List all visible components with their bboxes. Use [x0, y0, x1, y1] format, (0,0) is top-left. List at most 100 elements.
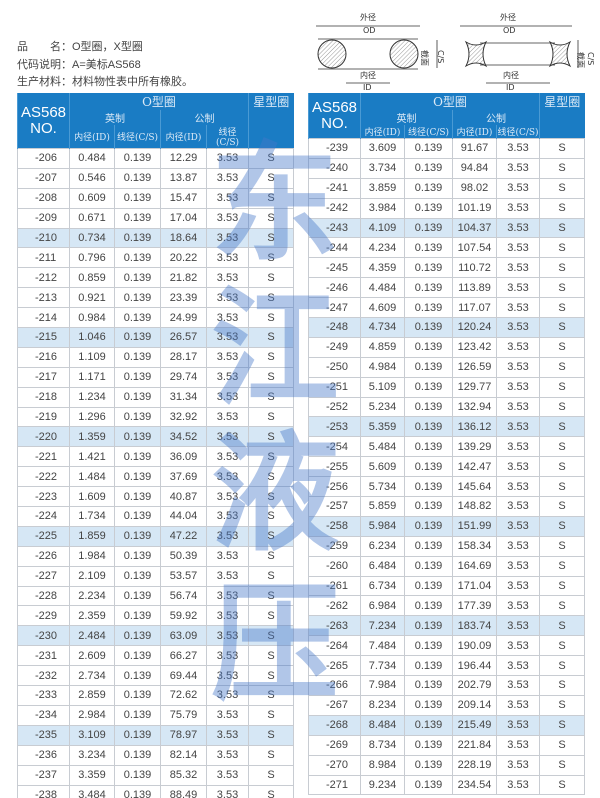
code-value: A=美标AS568	[72, 59, 141, 71]
cell-part-no: -232	[17, 665, 70, 687]
col-header-inch-cs: 线径(C/S)	[114, 125, 161, 149]
cell-metric-cs: 3.53	[495, 157, 541, 179]
cell-metric-cs: 3.53	[205, 486, 250, 508]
cell-part-no: -219	[17, 406, 70, 428]
cell-metric-id: 21.82	[160, 267, 207, 289]
cell-part-no: -229	[17, 605, 70, 627]
table-row: -261 6.734 0.139 171.04 3.53 S	[308, 575, 586, 597]
cell-inch-cs: 0.139	[114, 704, 161, 726]
table-row: -232 2.734 0.139 69.44 3.53 S	[17, 665, 295, 687]
cell-inch-id: 5.609	[360, 456, 405, 478]
cell-metric-id: 139.29	[452, 436, 497, 458]
cell-xring: S	[248, 386, 295, 408]
cell-inch-id: 1.984	[69, 545, 115, 567]
cell-xring: S	[539, 774, 586, 796]
cell-inch-id: 3.234	[69, 744, 115, 766]
cell-inch-id: 6.234	[360, 535, 405, 557]
table-row: -248 4.734 0.139 120.24 3.53 S	[308, 317, 586, 338]
cell-metric-cs: 3.53	[495, 277, 541, 299]
table-row: -243 4.109 0.139 104.37 3.53 S	[308, 217, 586, 239]
cell-xring: S	[539, 734, 586, 756]
cell-xring: S	[248, 665, 295, 687]
cell-xring: S	[248, 346, 295, 368]
cell-metric-cs: 3.53	[495, 774, 541, 796]
cell-metric-id: 91.67	[452, 138, 497, 159]
cell-inch-cs: 0.139	[114, 247, 161, 269]
cell-metric-id: 75.79	[160, 704, 207, 726]
table-row: -233 2.859 0.139 72.62 3.53 S	[17, 685, 295, 706]
cell-metric-id: 183.74	[452, 615, 497, 637]
cell-metric-cs: 3.53	[495, 595, 541, 617]
table-row: -212 0.859 0.139 21.82 3.53 S	[17, 267, 295, 289]
cell-metric-id: 215.49	[452, 714, 497, 736]
cell-xring: S	[539, 138, 586, 159]
cell-metric-cs: 3.53	[495, 138, 541, 159]
cell-metric-id: 129.77	[452, 376, 497, 398]
cell-metric-id: 13.87	[160, 167, 207, 189]
table-row: -225 1.859 0.139 47.22 3.53 S	[17, 525, 295, 547]
cell-inch-cs: 0.139	[404, 138, 453, 159]
cell-inch-cs: 0.139	[404, 555, 453, 577]
table-row: -228 2.234 0.139 56.74 3.53 S	[17, 585, 295, 607]
cell-inch-id: 3.734	[360, 157, 405, 179]
cell-inch-cs: 0.139	[114, 406, 161, 428]
cell-inch-id: 4.734	[360, 317, 405, 338]
cell-inch-cs: 0.139	[404, 515, 453, 537]
cell-inch-id: 4.984	[360, 356, 405, 378]
cell-inch-cs: 0.139	[404, 774, 453, 796]
cell-inch-id: 1.046	[69, 327, 115, 348]
cell-inch-cs: 0.139	[404, 336, 453, 358]
table-row: -227 2.109 0.139 53.57 3.53 S	[17, 565, 295, 587]
cell-inch-cs: 0.139	[404, 277, 453, 299]
cell-part-no: -207	[17, 167, 70, 189]
cell-metric-cs: 3.53	[205, 764, 250, 786]
cell-inch-cs: 0.139	[404, 615, 453, 637]
cell-xring: S	[248, 585, 295, 607]
cell-xring: S	[539, 436, 586, 458]
cell-metric-cs: 3.53	[205, 187, 250, 209]
cell-inch-cs: 0.139	[404, 257, 453, 279]
table-row: -230 2.484 0.139 63.09 3.53 S	[17, 625, 295, 647]
cell-inch-id: 7.234	[360, 615, 405, 637]
cell-inch-id: 4.484	[360, 277, 405, 299]
cell-inch-id: 2.109	[69, 565, 115, 587]
cell-xring: S	[248, 645, 295, 667]
cell-inch-id: 2.234	[69, 585, 115, 607]
cell-metric-cs: 3.53	[205, 744, 250, 766]
cell-part-no: -227	[17, 565, 70, 587]
cell-metric-id: 88.49	[160, 784, 207, 798]
cell-xring: S	[539, 456, 586, 478]
cell-metric-cs: 3.53	[205, 207, 250, 229]
cs-label: C/S	[436, 50, 445, 63]
cell-part-no: -259	[308, 535, 361, 557]
cell-metric-id: 132.94	[452, 396, 497, 418]
cell-metric-cs: 3.53	[205, 247, 250, 269]
table-row: -259 6.234 0.139 158.34 3.53 S	[308, 535, 586, 557]
cell-xring: S	[248, 685, 295, 706]
cell-inch-cs: 0.139	[114, 685, 161, 706]
cell-xring: S	[539, 675, 586, 696]
cell-metric-cs: 3.53	[495, 535, 541, 557]
cell-inch-id: 3.484	[69, 784, 115, 798]
cell-xring: S	[248, 207, 295, 229]
cell-metric-id: 59.92	[160, 605, 207, 627]
cell-part-no: -260	[308, 555, 361, 577]
table-row: -207 0.546 0.139 13.87 3.53 S	[17, 167, 295, 189]
cell-inch-cs: 0.139	[114, 724, 161, 746]
cell-xring: S	[539, 655, 586, 677]
table-row: -250 4.984 0.139 126.59 3.53 S	[308, 356, 586, 378]
cell-part-no: -249	[308, 336, 361, 358]
cell-metric-cs: 3.53	[495, 575, 541, 597]
cell-inch-cs: 0.139	[114, 346, 161, 368]
cell-inch-cs: 0.139	[114, 366, 161, 388]
cell-metric-id: 82.14	[160, 744, 207, 766]
cell-metric-id: 120.24	[452, 317, 497, 338]
cell-part-no: -271	[308, 774, 361, 796]
cell-inch-id: 2.984	[69, 704, 115, 726]
cell-part-no: -215	[17, 327, 70, 348]
table-row: -265 7.734 0.139 196.44 3.53 S	[308, 655, 586, 677]
cell-part-no: -230	[17, 625, 70, 647]
cell-metric-cs: 3.53	[495, 197, 541, 219]
cell-xring: S	[248, 446, 295, 468]
cell-part-no: -213	[17, 287, 70, 309]
